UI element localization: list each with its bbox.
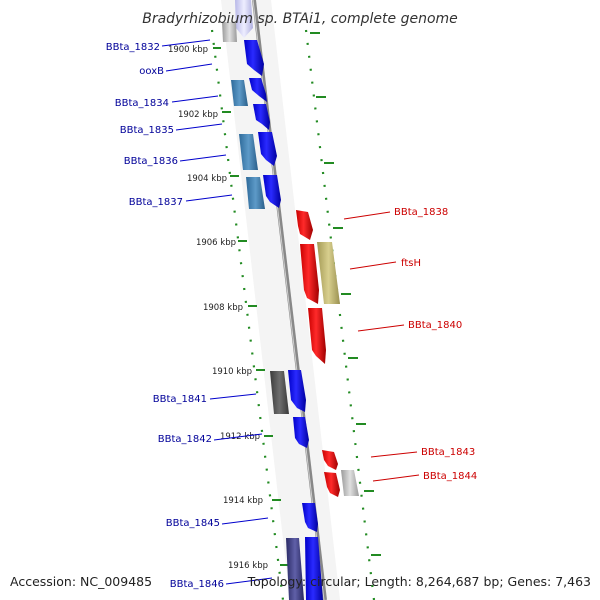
leader-line (372, 474, 420, 482)
leader-line (171, 95, 219, 103)
leader-line (165, 63, 213, 72)
kbp-tick-label: 1900 kbp (168, 45, 208, 55)
forward-strand-features (222, 0, 323, 600)
leader-line (175, 123, 223, 131)
label-leader-lines (161, 39, 420, 585)
right-guide-line (304, 29, 376, 600)
gene-label[interactable]: BBta_1846 (170, 579, 224, 590)
leader-line (370, 451, 418, 458)
gene-label[interactable]: BBta_1837 (129, 197, 183, 208)
left-guide-line (210, 29, 285, 600)
reverse-strand-features (296, 210, 359, 497)
kbp-tick-label: 1914 kbp (223, 496, 263, 506)
gene-arrow[interactable] (300, 244, 319, 304)
gene-labels: BBta_1832 ooxB BBta_1834 BBta_1835 BBta_… (106, 42, 477, 590)
genome-summary-text: Topology: circular; Length: 8,264,687 bp… (247, 574, 591, 589)
gene-arrow[interactable] (253, 104, 270, 130)
feature-block (286, 538, 304, 600)
gene-arrow[interactable] (324, 472, 340, 497)
gene-arrow[interactable] (263, 175, 281, 208)
gene-arrow[interactable] (308, 308, 326, 364)
gene-arrow[interactable] (249, 78, 267, 102)
gene-label[interactable]: BBta_1835 (120, 125, 174, 136)
gene-label[interactable]: BBta_1838 (394, 207, 448, 218)
gene-label[interactable]: BBta_1836 (124, 156, 178, 167)
gene-arrow[interactable] (293, 417, 309, 448)
feature-block (270, 371, 289, 414)
gene-arrow[interactable] (322, 450, 338, 470)
gene-arrow[interactable] (302, 503, 318, 532)
feature-block (235, 0, 253, 38)
gene-label[interactable]: BBta_1834 (115, 98, 169, 109)
gene-label[interactable]: BBta_1842 (158, 434, 212, 445)
leader-line (179, 154, 227, 162)
gene-label[interactable]: BBta_1843 (421, 447, 475, 458)
leader-line (225, 577, 273, 585)
feature-block (246, 177, 265, 209)
feature-block (231, 80, 248, 106)
kbp-tick-label: 1908 kbp (203, 303, 243, 313)
gene-arrow[interactable] (296, 210, 313, 240)
kbp-tick-label: 1916 kbp (228, 561, 268, 571)
leader-line (185, 194, 233, 202)
gene-arrow[interactable] (244, 40, 264, 76)
leader-line (209, 393, 257, 400)
leader-line (343, 211, 391, 220)
gene-arrow[interactable] (305, 537, 323, 600)
kbp-tick-label: 1910 kbp (212, 367, 252, 377)
gene-arrow[interactable] (288, 370, 306, 412)
gene-arrow[interactable] (258, 132, 277, 166)
kbp-tick-label: 1902 kbp (178, 110, 218, 120)
feature-block (239, 134, 258, 170)
leader-line (221, 517, 269, 525)
gene-label[interactable]: BBta_1832 (106, 42, 160, 53)
gene-label[interactable]: ooxB (139, 66, 164, 77)
gene-label[interactable]: BBta_1844 (423, 471, 477, 482)
map-title: Bradyrhizobium sp. BTAi1, complete genom… (142, 11, 458, 27)
feature-block (317, 242, 340, 304)
gene-label[interactable]: BBta_1841 (153, 394, 207, 405)
gene-label[interactable]: BBta_1845 (166, 518, 220, 529)
gene-label[interactable]: BBta_1840 (408, 320, 462, 331)
gene-label[interactable]: ftsH (401, 258, 421, 269)
leader-line (161, 39, 211, 47)
accession-text: Accession: NC_009485 (10, 574, 152, 589)
kbp-tick-label: 1906 kbp (196, 238, 236, 248)
leader-line (357, 324, 405, 332)
leader-line (349, 261, 397, 270)
feature-block (222, 22, 237, 42)
feature-block (341, 470, 359, 496)
leader-line (213, 433, 263, 441)
kbp-tick-label: 1904 kbp (187, 174, 227, 184)
